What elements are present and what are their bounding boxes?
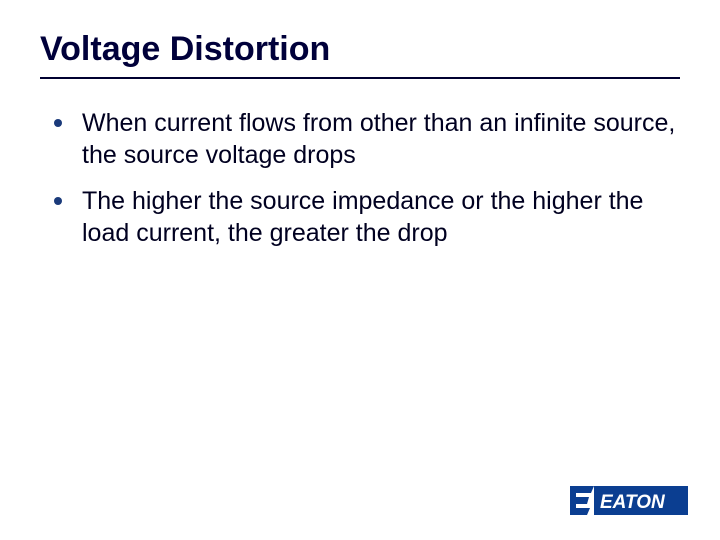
brand-logo: EATON: [570, 484, 688, 518]
bullet-list: When current flows from other than an in…: [40, 107, 680, 249]
bullet-text: The higher the source impedance or the h…: [82, 187, 643, 247]
list-item: When current flows from other than an in…: [50, 107, 680, 171]
bullet-icon: [54, 119, 62, 127]
list-item: The higher the source impedance or the h…: [50, 185, 680, 249]
slide: Voltage Distortion When current flows fr…: [0, 0, 720, 540]
bullet-icon: [54, 197, 62, 205]
slide-title: Voltage Distortion: [40, 30, 680, 79]
bullet-text: When current flows from other than an in…: [82, 109, 675, 169]
eaton-logo-icon: EATON: [570, 484, 688, 518]
logo-text: EATON: [600, 492, 666, 513]
